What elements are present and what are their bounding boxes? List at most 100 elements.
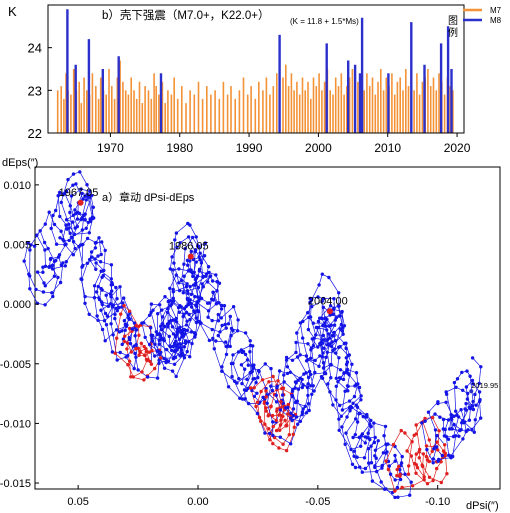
trajectory-point (320, 355, 325, 359)
trajectory-point (235, 329, 240, 333)
trajectory-point (157, 358, 161, 362)
trajectory-point (168, 267, 172, 271)
trajectory-point (369, 424, 373, 429)
trajectory-point (67, 226, 71, 230)
trajectory-point (184, 323, 189, 327)
trajectory-point (246, 363, 250, 367)
trajectory-point (311, 344, 316, 348)
trajectory-point (342, 341, 347, 346)
trajectory-point (316, 345, 320, 349)
trajectory-point (71, 220, 75, 224)
trajectory-point (316, 295, 320, 299)
trajectory-segment (313, 327, 319, 346)
trajectory-point (181, 291, 185, 295)
trajectory-point (172, 261, 176, 265)
trajectory-point (73, 208, 77, 212)
trajectory-point-highlight (395, 474, 399, 478)
trajectory-segment (333, 332, 345, 344)
y-tick-label: -0.015 (0, 478, 31, 490)
trajectory-segment (446, 394, 452, 415)
annotation-marker (187, 253, 194, 260)
trajectory-point-highlight (427, 438, 431, 442)
trajectory-segment (239, 390, 247, 399)
annotation-label: 2019.95 (471, 381, 498, 390)
trajectory-point (50, 291, 54, 295)
trajectory-point (277, 369, 282, 373)
trajectory-point (229, 361, 234, 366)
trajectory-segment (310, 316, 317, 335)
trajectory-segment (98, 237, 102, 255)
trajectory-segment (104, 329, 117, 341)
trajectory-point (153, 342, 157, 346)
trajectory-point (182, 262, 186, 266)
trajectory-point (465, 369, 469, 373)
trajectory-point (301, 336, 305, 340)
trajectory-segment (227, 330, 234, 347)
trajectory-segment (173, 263, 180, 283)
trajectory-point (123, 328, 127, 332)
trajectory-segment (218, 308, 222, 321)
trajectory-segment (397, 494, 410, 498)
trajectory-point (190, 235, 195, 240)
trajectory-segment (274, 437, 284, 445)
trajectory-segment (85, 296, 99, 299)
trajectory-point (387, 464, 391, 468)
trajectory-segment (245, 398, 258, 414)
trajectory-segment (100, 261, 112, 266)
trajectory-point (77, 244, 81, 249)
trajectory-point (71, 253, 76, 257)
trajectory-point (97, 297, 102, 302)
trajectory-segment (339, 400, 350, 406)
trajectory-segment (335, 399, 340, 420)
trajectory-point (166, 307, 170, 311)
trajectory-point (118, 350, 122, 355)
trajectory-point-highlight (410, 440, 414, 444)
trajectory-segment (283, 381, 294, 390)
trajectory-point (339, 414, 343, 418)
trajectory-point (321, 333, 325, 338)
trajectory-point (329, 344, 334, 349)
trajectory-segment (362, 424, 371, 435)
trajectory-point (114, 285, 118, 290)
trajectory-point (471, 407, 476, 412)
trajectory-point (282, 373, 286, 377)
trajectory-point (470, 404, 474, 408)
trajectory-point (173, 318, 177, 322)
trajectory-point-highlight (268, 438, 272, 442)
trajectory-segment (368, 463, 373, 482)
trajectory-point (436, 400, 440, 404)
trajectory-point (296, 387, 301, 391)
trajectory-point (106, 304, 111, 308)
trajectory-point (88, 217, 93, 222)
y-tick-label: 23 (28, 83, 42, 98)
trajectory-point (216, 319, 221, 323)
trajectory-point (447, 427, 452, 431)
trajectory-point (149, 302, 154, 306)
trajectory-point (324, 324, 328, 328)
trajectory-point (477, 399, 482, 404)
trajectory-segment (207, 281, 218, 292)
trajectory-segment (191, 296, 196, 308)
trajectory-point (189, 330, 193, 334)
trajectory-point (162, 366, 167, 370)
trajectory-point (194, 248, 198, 252)
trajectory-point (464, 401, 468, 406)
trajectory-point (170, 302, 174, 306)
trajectory-point (96, 254, 100, 258)
trajectory-point (76, 210, 80, 215)
trajectory-segment (297, 356, 307, 373)
trajectory-point (194, 260, 198, 264)
trajectory-point (370, 479, 375, 483)
annotation-label: 2004.00 (308, 295, 348, 307)
trajectory-segment (308, 329, 315, 339)
trajectory-segment (341, 312, 345, 326)
trajectory-point (239, 363, 244, 367)
trajectory-point (125, 323, 129, 327)
trajectory-point (92, 284, 97, 288)
trajectory-point-highlight (436, 448, 440, 452)
trajectory-point (325, 350, 329, 354)
trajectory-point (317, 364, 321, 368)
trajectory-point (165, 310, 170, 315)
trajectory-point (57, 190, 62, 195)
trajectory-segment (260, 421, 271, 440)
